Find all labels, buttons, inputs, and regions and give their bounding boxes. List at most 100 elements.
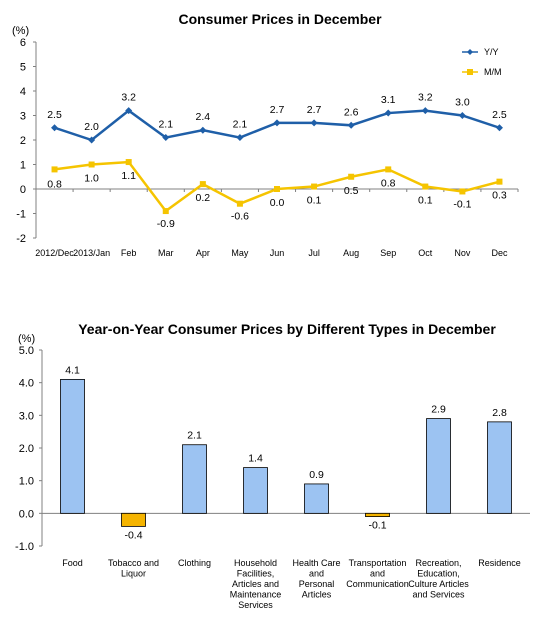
yy-marker xyxy=(51,124,59,132)
mm-data-label: 0.1 xyxy=(418,195,433,207)
bar xyxy=(60,378,85,514)
yy-data-label: 2.7 xyxy=(270,104,285,116)
y-tick-label: 0 xyxy=(20,184,26,196)
yy-data-label: 3.2 xyxy=(418,92,433,104)
x-tick-label: Dec xyxy=(491,248,508,258)
mm-data-label: 0.1 xyxy=(307,195,322,207)
bar xyxy=(365,512,390,517)
x-tick-label: Jul xyxy=(308,248,320,258)
y-tick-label: 5 xyxy=(20,62,26,74)
mm-marker xyxy=(51,166,58,173)
yy-marker xyxy=(273,119,281,127)
mm-data-label: 1.1 xyxy=(121,170,136,182)
yy-data-label: 3.1 xyxy=(381,94,396,106)
mm-data-label: 0.2 xyxy=(196,192,211,204)
x-category-label: Transportation and Communication xyxy=(346,558,409,589)
mm-marker xyxy=(88,161,95,168)
bar-data-label: 0.9 xyxy=(309,469,324,481)
bar-chart-unit: (%) xyxy=(18,333,35,345)
bar xyxy=(121,512,146,527)
yy-data-label: 2.1 xyxy=(158,119,173,131)
legend-mm-label: M/M xyxy=(484,67,502,77)
yy-data-label: 2.7 xyxy=(307,104,322,116)
mm-data-label: 0.5 xyxy=(344,185,359,197)
mm-data-label: -0.6 xyxy=(231,211,249,223)
mm-marker xyxy=(459,188,466,195)
bar-data-label: 2.8 xyxy=(492,407,507,419)
line-chart-unit: (%) xyxy=(12,25,29,37)
mm-marker xyxy=(199,181,206,188)
bar-data-label: 2.1 xyxy=(187,430,202,442)
x-tick-label: Feb xyxy=(121,248,137,258)
yy-marker xyxy=(310,119,318,127)
yy-marker xyxy=(125,107,133,115)
bar-data-label: -0.4 xyxy=(124,529,142,541)
mm-marker xyxy=(348,173,355,180)
x-tick-label: Nov xyxy=(454,248,471,258)
mm-data-label: -0.9 xyxy=(157,218,175,230)
legend-yy-label: Y/Y xyxy=(484,47,499,57)
mm-data-label: 0.8 xyxy=(47,178,62,190)
bar-data-label: 1.4 xyxy=(248,453,263,465)
y-tick-label: 0.0 xyxy=(19,508,34,520)
x-tick-label: 2012/Dec xyxy=(35,248,74,258)
line-chart: -2 -1 0 1 2 3 4 5 6 2012/Dec 2013/Jan Feb Mar Apr May J… xyxy=(16,37,519,258)
x-tick-label: 2013/Jan xyxy=(73,248,110,258)
yy-marker xyxy=(162,134,170,142)
yy-data-label: 2.0 xyxy=(84,121,99,133)
yy-marker xyxy=(458,112,466,119)
bar-chart-title: Year-on-Year Consumer Prices by Differen… xyxy=(78,321,496,337)
bar-data-label: -0.1 xyxy=(368,520,386,532)
x-tick-label: Sep xyxy=(380,248,396,258)
bar-data-label: 4.1 xyxy=(65,364,80,376)
yy-data-label: 2.6 xyxy=(344,106,359,118)
mm-data-label: 0.0 xyxy=(270,197,285,209)
yy-data-label: 2.5 xyxy=(47,109,62,121)
x-category-label: Tobacco and Liquor xyxy=(108,558,159,579)
yy-marker xyxy=(421,107,429,115)
y-tick-label: 1.0 xyxy=(19,476,34,488)
mm-marker xyxy=(496,178,503,185)
bar xyxy=(426,418,451,514)
y-tick-label: 2.0 xyxy=(19,443,34,455)
mm-marker xyxy=(385,166,392,173)
y-tick-label: 6 xyxy=(20,37,26,49)
y-tick-label: 4 xyxy=(20,86,26,98)
x-tick-label: Oct xyxy=(418,248,433,258)
mm-marker xyxy=(422,183,429,190)
bar-chart: -1.0 0.0 1.0 2.0 3.0 4.0 5.0 4.1 Food -0.4 Tobacco… xyxy=(15,345,530,610)
mm-data-label: 0.8 xyxy=(381,177,396,189)
yy-data-label: 2.4 xyxy=(196,111,211,123)
yy-marker xyxy=(495,124,503,132)
mm-data-label: 1.0 xyxy=(84,173,99,185)
x-category-label: Clothing xyxy=(178,558,211,568)
bar xyxy=(487,421,512,514)
y-tick-label: 3.0 xyxy=(19,410,34,422)
x-tick-label: Mar xyxy=(158,248,174,258)
y-tick-label: -1.0 xyxy=(15,541,34,553)
yy-marker xyxy=(88,136,96,144)
yy-marker xyxy=(236,134,244,142)
yy-marker xyxy=(199,126,207,134)
y-tick-label: -1 xyxy=(16,209,26,221)
line-chart-legend: Y/Y M/M xyxy=(462,47,502,77)
y-tick-label: 1 xyxy=(20,160,26,172)
y-tick-label: 5.0 xyxy=(19,345,34,357)
x-tick-label: Aug xyxy=(343,248,359,258)
mm-marker xyxy=(274,186,280,192)
x-category-label: Recreation, Education, Culture Articles and… xyxy=(408,558,469,600)
bar xyxy=(304,483,329,514)
y-tick-label: 3 xyxy=(20,111,26,123)
bar-data-label: 2.9 xyxy=(431,404,446,416)
x-category-label: Health Care and Personal Articles xyxy=(292,558,340,600)
y-tick-label: 2 xyxy=(20,135,26,147)
bar xyxy=(182,444,207,514)
mm-marker xyxy=(236,200,243,207)
yy-data-label: 3.0 xyxy=(455,97,470,109)
mm-marker xyxy=(162,208,169,215)
line-chart-title: Consumer Prices in December xyxy=(178,11,382,27)
x-category-label: Food xyxy=(62,558,83,568)
x-tick-label: May xyxy=(231,248,249,258)
x-category-label: Household Facilities, Articles and Maintena… xyxy=(230,558,282,610)
